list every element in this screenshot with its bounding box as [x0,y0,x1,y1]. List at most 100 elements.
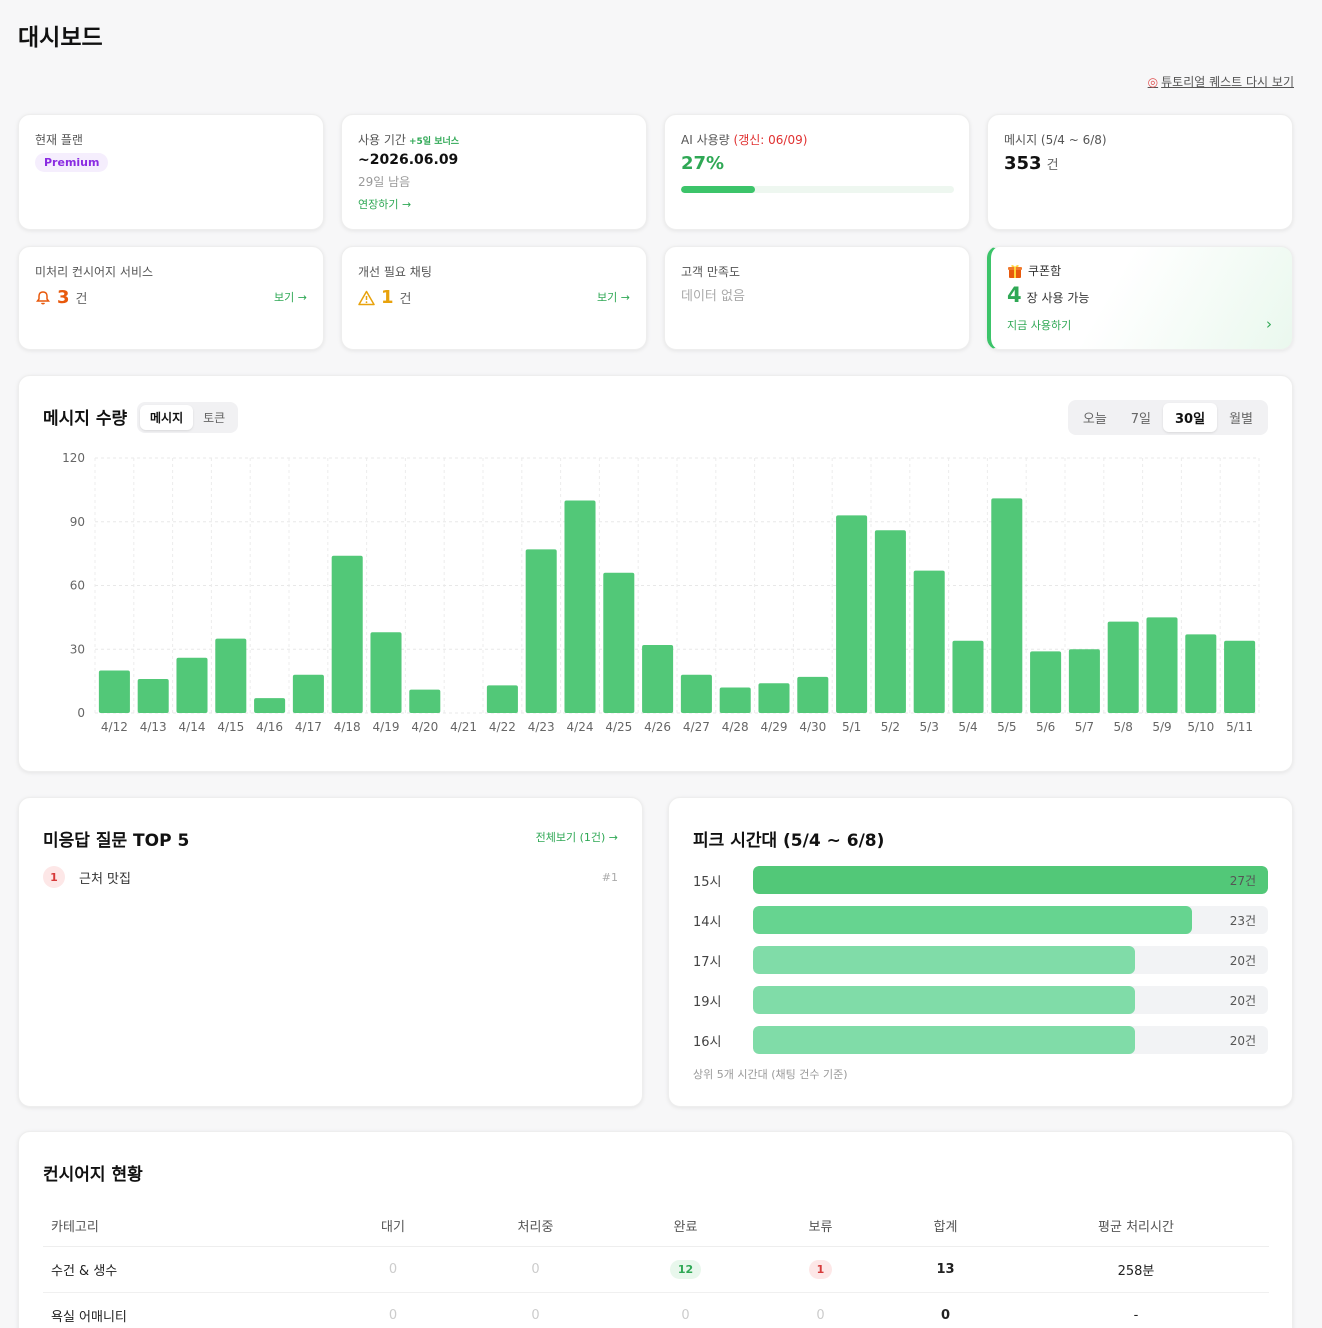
concierge-table: 카테고리 대기 처리중 완료 보류 합계 평균 처리시간 수건 & 생수 0 0… [43,1206,1269,1328]
chart-bar [952,640,984,713]
x-tick-label: 4/26 [644,720,671,734]
peak-hour-label: 17시 [693,954,722,970]
x-tick-label: 5/5 [997,720,1016,734]
plan-label: 현재 플랜 [35,133,83,147]
chart-bar [1146,617,1178,713]
table-row[interactable]: 욕실 어매니티 0 0 0 0 0 - [43,1292,1269,1328]
question-item[interactable]: 1 근처 맛집 #1 [43,866,618,888]
chart-bar [836,515,868,713]
tutorial-link[interactable]: ◎ 튜토리얼 퀘스트 다시 보기 [1148,73,1294,90]
peak-hour-label: 15시 [693,874,722,890]
x-tick-label: 4/27 [683,720,710,734]
questions-view-all[interactable]: 전체보기 (1건) → [535,831,618,844]
concierge-count-row: 3 건 [35,287,88,308]
warning-icon [358,290,375,305]
ai-usage-label: AI 사용량 [681,133,730,147]
chart-bar [913,570,945,713]
range-toggle: 오늘 7일 30일 월별 [1067,400,1268,435]
chart-bar [758,683,790,713]
peak-hour-label: 19시 [693,994,722,1010]
col-total: 합계 [888,1206,1003,1247]
chart-bar [991,498,1023,713]
x-tick-label: 5/11 [1226,720,1253,734]
cell-waiting: 0 [333,1292,453,1328]
peak-value: 23건 [1229,914,1256,928]
x-tick-label: 4/28 [722,720,749,734]
x-tick-label: 4/20 [411,720,438,734]
ai-usage-progress-fill [681,186,755,193]
x-tick-label: 5/7 [1075,720,1094,734]
ai-usage-label-row: AI 사용량 (갱신: 06/09) [681,131,807,148]
peak-title: 피크 시간대 (5/4 ~ 6/8) [693,831,885,851]
range-30d[interactable]: 30일 [1163,403,1218,432]
x-tick-label: 4/21 [450,720,477,734]
col-waiting: 대기 [333,1206,453,1247]
chart-bar [254,698,286,713]
chart-bar [1107,621,1139,713]
y-tick-label: 0 [77,706,85,720]
period-label-row: 사용 기간 +5일 보너스 [358,131,459,148]
cell-total: 0 [888,1292,1003,1328]
x-tick-label: 4/23 [528,720,555,734]
chart-bar [874,530,906,713]
tutorial-link-label: 튜토리얼 퀘스트 다시 보기 [1161,75,1294,89]
range-today[interactable]: 오늘 [1082,412,1107,427]
concierge-unit: 건 [75,292,88,307]
plan-card: 현재 플랜 Premium [18,114,324,230]
peak-row: 19시 20건 [693,986,1268,1014]
x-tick-label: 4/19 [373,720,400,734]
ai-usage-renew: (갱신: 06/09) [733,133,808,147]
concierge-see-link[interactable]: 보기 → [274,291,307,304]
chart-bar [331,555,363,713]
peak-value: 20건 [1229,954,1256,968]
chats-see-link[interactable]: 보기 → [597,291,630,304]
gift-icon [1008,264,1022,278]
coupon-card[interactable]: 쿠폰함 4 장 사용 가능 지금 사용하기 › [987,246,1293,350]
peak-hour-label: 16시 [693,1034,722,1050]
range-monthly[interactable]: 월별 [1229,412,1253,427]
peak-row: 15시 27건 [693,866,1268,894]
x-tick-label: 4/29 [761,720,788,734]
messages-card: 메시지 (5/4 ~ 6/8) 353 건 [987,114,1293,230]
messages-unit: 건 [1046,158,1059,173]
peak-row: 16시 20건 [693,1026,1268,1054]
satisfaction-card: 고객 만족도 데이터 없음 [664,246,970,350]
satisfaction-empty: 데이터 없음 [681,289,745,304]
chevron-right-icon[interactable]: › [1266,315,1272,333]
peak-value: 20건 [1229,1034,1256,1048]
period-remaining: 29일 남음 [358,175,411,189]
col-hold: 보류 [753,1206,888,1247]
message-chart-title: 메시지 수량 [43,409,128,429]
message-bar-chart: 0 30 60 90 120 4/12 4/13 4/14 4/15 4/16 4/17 4/18 4/… [62,451,1260,734]
coupon-use-link[interactable]: 지금 사용하기 [1007,319,1072,332]
cell-done: 0 [618,1292,753,1328]
period-card: 사용 기간 +5일 보너스 ~2026.06.09 29일 남음 연장하기 → [341,114,647,230]
questions-card: 미응답 질문 TOP 5 전체보기 (1건) → 1 근처 맛집 #1 [18,797,643,1107]
done-pill: 12 [669,1259,702,1279]
x-tick-label: 4/25 [605,720,632,734]
ai-usage-progress [681,186,954,193]
chart-bar [98,670,130,713]
message-chart-card: 메시지 수량 메시지 토큰 오늘 7일 30일 월별 0 30 60 90 120 4/1… [18,375,1293,772]
metric-toggle-messages[interactable]: 메시지 [140,405,194,430]
chart-bar [525,549,557,713]
peak-fill [753,986,1135,1014]
chart-bar [137,679,169,713]
concierge-label: 미처리 컨시어지 서비스 [35,265,154,279]
peak-value: 27건 [1229,874,1256,888]
col-category: 카테고리 [43,1206,333,1247]
table-row[interactable]: 수건 & 생수 0 0 12 1 13 258분 [43,1246,1269,1293]
range-7d[interactable]: 7일 [1130,412,1152,427]
extend-link[interactable]: 연장하기 → [358,198,412,211]
cell-hold: 1 [753,1246,888,1293]
questions-title: 미응답 질문 TOP 5 [43,831,190,851]
peak-hour-label: 14시 [693,914,722,930]
peak-fill [753,866,1268,894]
y-tick-label: 30 [70,642,85,656]
concierge-count: 3 [57,287,70,308]
metric-toggle-tokens[interactable]: 토큰 [203,411,226,425]
metric-toggle: 메시지 토큰 [137,402,239,433]
chart-bar [642,645,674,713]
coupon-unit: 장 사용 가능 [1026,291,1090,305]
chats-unit: 건 [399,292,412,307]
